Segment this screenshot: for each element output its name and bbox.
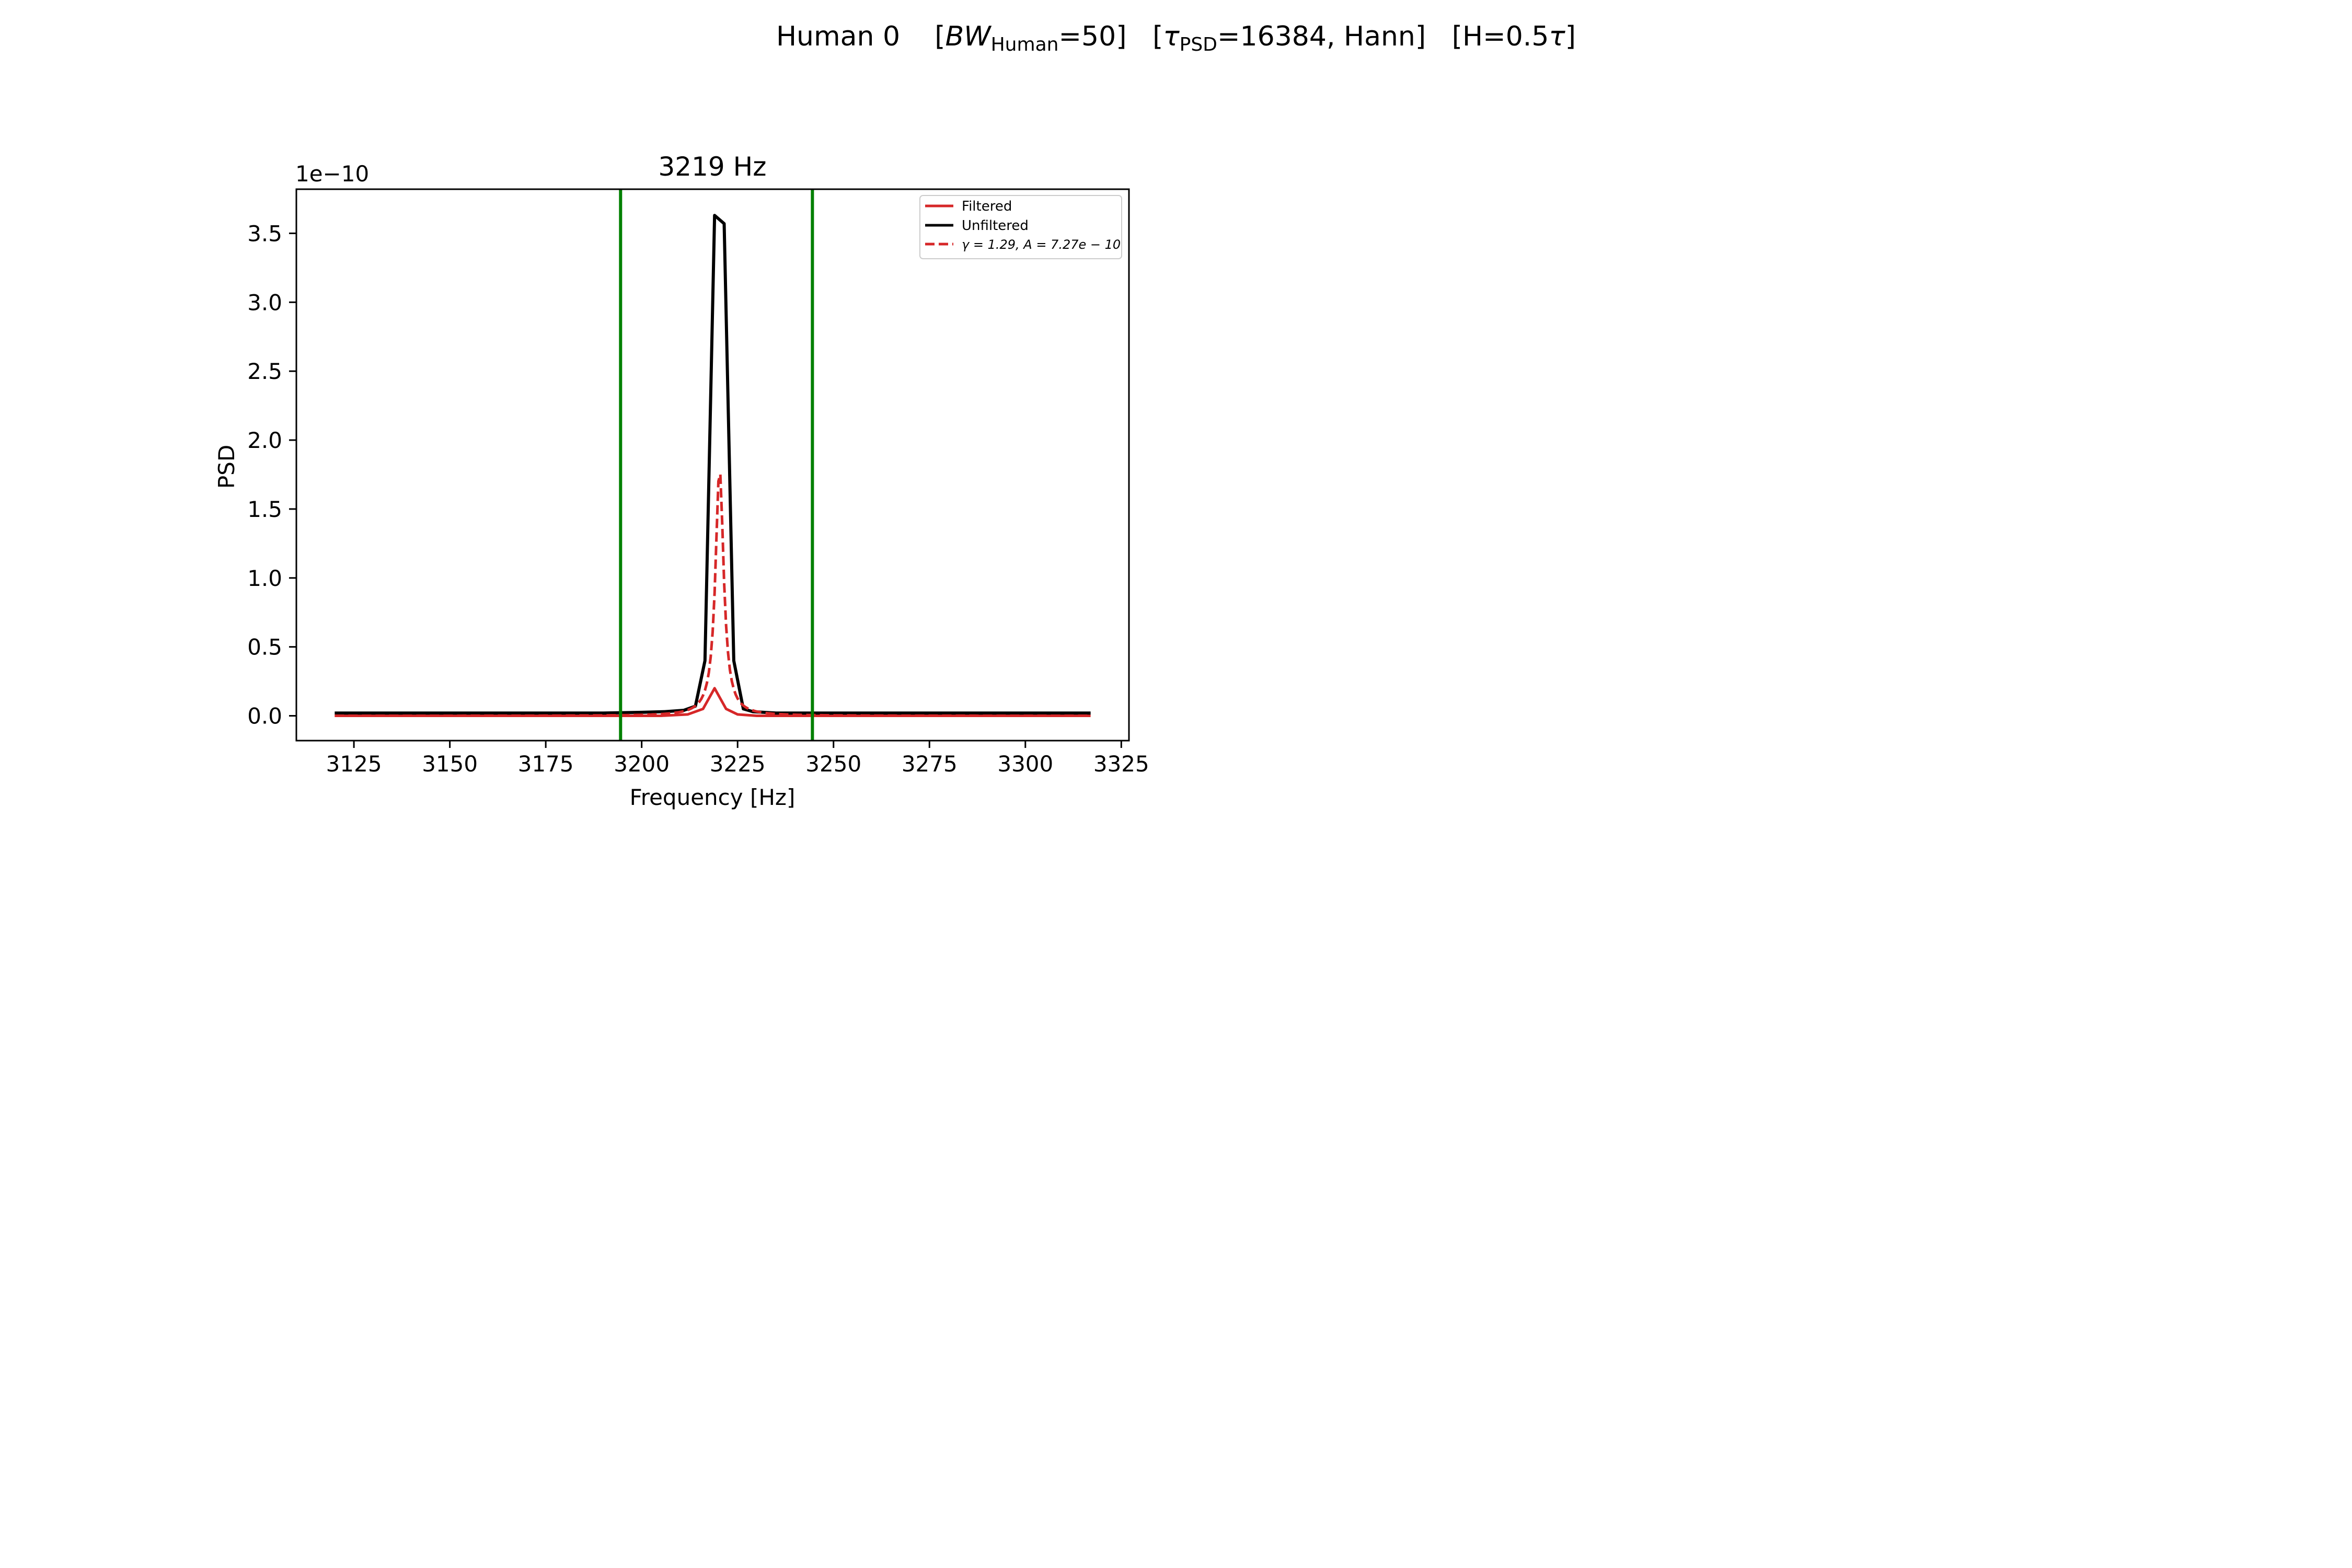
y-tick-label: 2.0 [247,428,282,453]
title-bw-val: =50] [1058,21,1127,52]
title-prefix: Human 0 [776,21,901,52]
x-tick-label: 3325 [1093,751,1149,777]
x-tick-label: 3300 [997,751,1053,777]
plot-frame [295,188,1130,742]
title-tau-val: =16384, Hann] [1217,21,1426,52]
x-tick-label: 3150 [422,751,478,777]
title-h-end: ] [1565,21,1576,52]
legend-label-unfiltered: Unfiltered [962,218,1029,234]
x-tick-label: 3175 [518,751,574,777]
title-tau-var: τ [1163,21,1180,52]
x-tick-label: 3125 [326,751,382,777]
legend-fit-gamma: γ = 1.29, [962,237,1023,252]
series-unfiltered-line [335,214,1091,715]
chart-title: 3219 Hz [659,152,767,182]
y-offset-label: 1e−10 [295,161,369,187]
title-bw-sub: Human [990,34,1059,55]
x-tick-label: 3225 [710,751,766,777]
series-fit-line [335,473,1091,717]
legend-label-fit: γ = 1.29, A = 7.27e − 10 [962,237,1121,252]
y-tick-label: 0.5 [247,635,282,660]
figure-title: Human 0 [BWHuman=50] [τPSD=16384, Hann] … [776,21,1576,55]
title-bw-var: BW [945,21,991,52]
x-axis-label: Frequency [Hz] [630,785,795,810]
plot-lines [335,214,1091,717]
axis-ticks: 3125 3150 3175 3200 3225 3250 3275 3300 3325 0.0 0… [247,221,1149,777]
legend-label-filtered: Filtered [962,199,1012,214]
x-tick-label: 3200 [614,751,670,777]
x-tick-label: 3275 [902,751,958,777]
title-h: [H=0.5 [1451,21,1549,52]
y-tick-label: 3.0 [247,290,282,315]
y-tick-label: 1.5 [247,497,282,522]
y-tick-label: 0.0 [247,704,282,729]
y-tick-label: 3.5 [247,221,282,246]
legend-box [919,195,1122,259]
band-lines [619,189,814,741]
legend-fit-amp: A = 7.27e − 10 [1022,237,1121,252]
title-tau-sub: PSD [1179,34,1217,55]
title-h-tau: τ [1549,21,1565,52]
legend: Filtered Unfiltered γ = 1.29, A = 7.27e … [919,195,1122,259]
y-tick-label: 1.0 [247,566,282,591]
x-tick-label: 3250 [805,751,861,777]
y-tick-label: 2.5 [247,359,282,384]
y-axis-label: PSD [214,445,239,489]
